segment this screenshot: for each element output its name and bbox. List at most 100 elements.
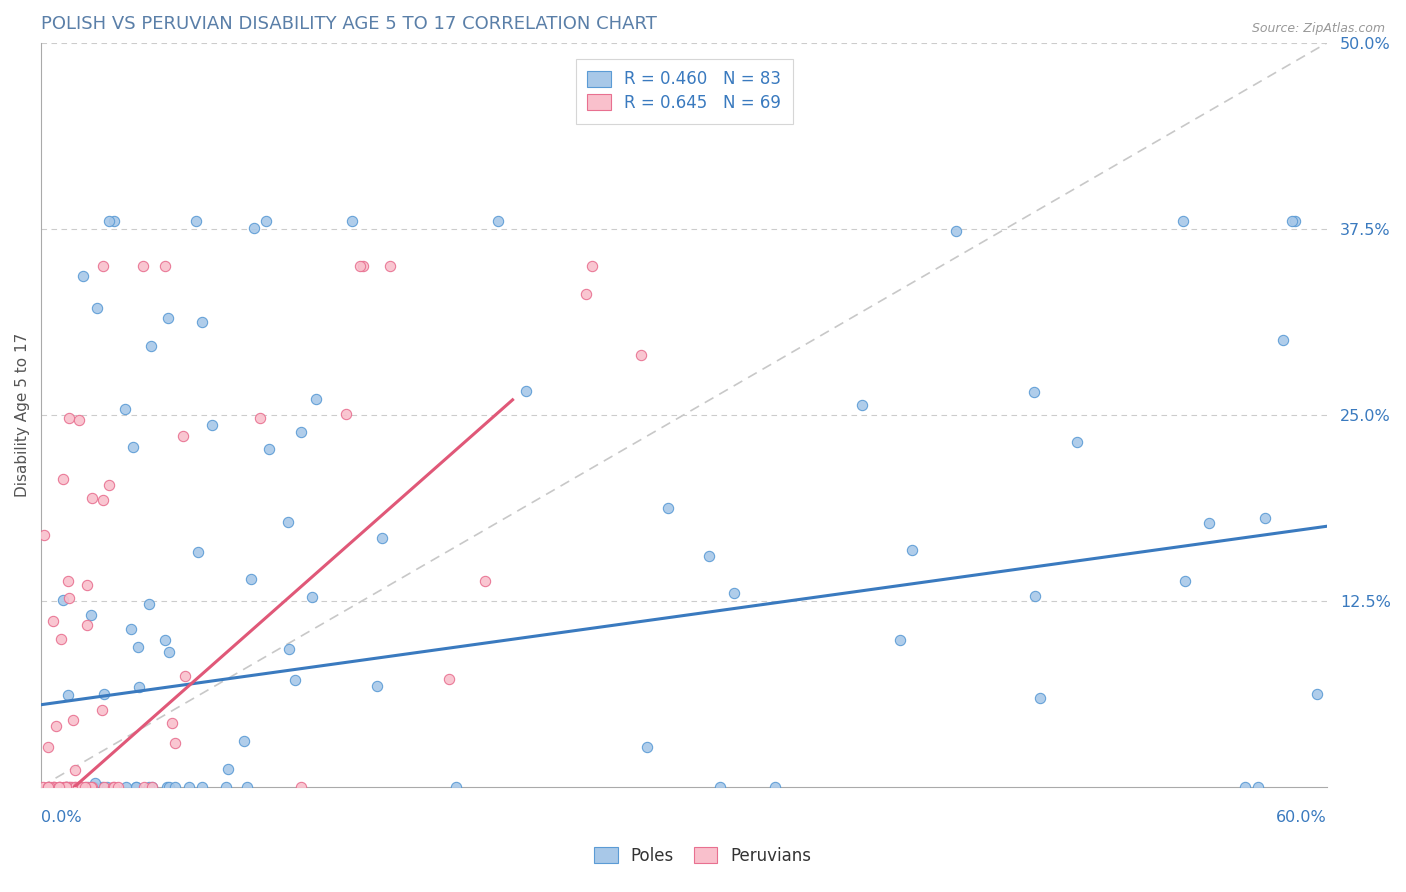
Point [32,528,55,542]
Point [48,780,70,794]
Point [277,641,299,656]
Point [82,491,104,505]
Point [125,780,148,794]
Point [254,214,277,228]
Point [352,259,374,273]
Point [56,574,79,588]
Point [243,221,266,235]
Legend: Poles, Peruvians: Poles, Peruvians [586,838,820,873]
Point [486,214,509,228]
Point [1198,516,1220,531]
Point [86,301,108,315]
Point [1247,780,1270,794]
Point [1022,384,1045,399]
Point [1173,214,1195,228]
Point [42,614,65,628]
Point [153,259,176,273]
Point [446,780,468,794]
Point [340,214,363,228]
Point [52,472,75,486]
Text: Source: ZipAtlas.com: Source: ZipAtlas.com [1251,22,1385,36]
Point [49,632,72,646]
Point [160,716,183,731]
Point [1284,214,1306,228]
Point [80,780,103,794]
Legend: R = 0.460   N = 83, R = 0.645   N = 69: R = 0.460 N = 83, R = 0.645 N = 69 [575,59,793,124]
Point [186,214,208,228]
Point [70,780,93,794]
Point [96,780,118,794]
Point [107,780,129,794]
Point [290,780,312,794]
Point [889,633,911,648]
Point [37,780,59,794]
Point [62,713,84,727]
Point [301,591,323,605]
Point [515,384,537,398]
Point [277,515,299,529]
Point [67,780,90,794]
Point [723,585,745,599]
Point [128,680,150,694]
Point [37,780,59,794]
Point [191,780,214,794]
Point [58,410,80,425]
Point [60,780,83,794]
Point [233,734,256,748]
Point [474,574,496,588]
Point [63,763,86,777]
Point [131,259,153,273]
Point [709,780,731,794]
Point [55,780,77,794]
Text: 0.0%: 0.0% [41,810,82,825]
Point [370,531,392,545]
Point [98,477,121,491]
Point [52,592,75,607]
Point [80,608,103,623]
Text: 60.0%: 60.0% [1277,810,1327,825]
Point [56,688,79,702]
Point [73,780,96,794]
Point [366,680,388,694]
Point [765,780,787,794]
Point [79,780,101,794]
Point [115,780,138,794]
Point [49,780,72,794]
Point [44,780,66,794]
Point [90,702,112,716]
Point [93,780,115,794]
Point [1271,334,1294,348]
Point [138,780,160,794]
Point [697,549,720,563]
Point [91,780,114,794]
Point [48,780,70,794]
Point [56,780,79,794]
Point [83,780,105,794]
Point [32,780,55,794]
Point [1233,780,1256,794]
Point [851,398,873,412]
Point [76,618,98,632]
Point [91,493,114,508]
Point [235,780,257,794]
Point [39,780,62,794]
Point [70,780,93,794]
Point [101,780,124,794]
Point [153,632,176,647]
Point [284,673,307,688]
Point [103,780,125,794]
Point [173,669,195,683]
Point [44,780,66,794]
Point [163,780,186,794]
Point [257,442,280,456]
Point [67,413,90,427]
Point [157,780,180,794]
Point [636,739,658,754]
Point [1281,214,1303,228]
Point [335,407,357,421]
Point [187,545,209,559]
Point [76,578,98,592]
Point [58,780,80,794]
Point [141,780,163,794]
Point [65,780,87,794]
